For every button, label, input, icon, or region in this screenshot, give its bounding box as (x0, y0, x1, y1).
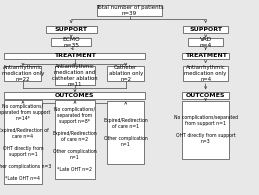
Text: VAD
n=4: VAD n=4 (199, 37, 212, 48)
FancyBboxPatch shape (55, 66, 95, 85)
FancyBboxPatch shape (55, 100, 95, 179)
FancyBboxPatch shape (107, 101, 145, 164)
FancyBboxPatch shape (182, 101, 229, 159)
FancyBboxPatch shape (183, 26, 228, 33)
Text: No complications/
separated from support
n=14*

Expired/Redirection of
care n=4
: No complications/ separated from support… (0, 104, 52, 181)
Text: SUPPORT: SUPPORT (189, 27, 222, 32)
FancyBboxPatch shape (97, 5, 162, 16)
FancyBboxPatch shape (4, 53, 145, 59)
FancyBboxPatch shape (4, 100, 42, 184)
Text: SUPPORT: SUPPORT (55, 27, 88, 32)
FancyBboxPatch shape (107, 66, 144, 81)
FancyBboxPatch shape (51, 38, 91, 46)
Text: No complications/separated
from support n=1

OHT directly from support
n=3: No complications/separated from support … (174, 115, 238, 144)
FancyBboxPatch shape (4, 92, 145, 99)
FancyBboxPatch shape (46, 26, 97, 33)
FancyBboxPatch shape (182, 53, 229, 59)
Text: TREATMENT: TREATMENT (54, 53, 96, 58)
Text: Antiarrhythmic
medication only
n=4: Antiarrhythmic medication only n=4 (184, 65, 227, 82)
Text: Antiarrhythmic
medication only
n=22: Antiarrhythmic medication only n=22 (2, 65, 44, 82)
FancyBboxPatch shape (182, 92, 229, 99)
Text: Expired/Redirection
of care n=1

Other complication
n=1: Expired/Redirection of care n=1 Other co… (103, 118, 148, 147)
Text: OUTCOMES: OUTCOMES (186, 93, 225, 98)
Text: TREATMENT: TREATMENT (185, 53, 227, 58)
Text: Antiarrhythmic
medication and
catheter ablation
n=11: Antiarrhythmic medication and catheter a… (52, 64, 98, 87)
FancyBboxPatch shape (188, 38, 224, 46)
Text: No complications/
separated from
support n=8*

Expired/Redirection
of care n=2

: No complications/ separated from support… (53, 107, 97, 172)
Text: Catheter
ablation only
n=2: Catheter ablation only n=2 (109, 65, 143, 82)
FancyBboxPatch shape (4, 66, 41, 81)
FancyBboxPatch shape (183, 66, 228, 81)
Text: ECMO
n=35: ECMO n=35 (62, 37, 80, 48)
Text: Total number of patients
n=39: Total number of patients n=39 (96, 5, 163, 16)
Text: OUTCOMES: OUTCOMES (55, 93, 95, 98)
